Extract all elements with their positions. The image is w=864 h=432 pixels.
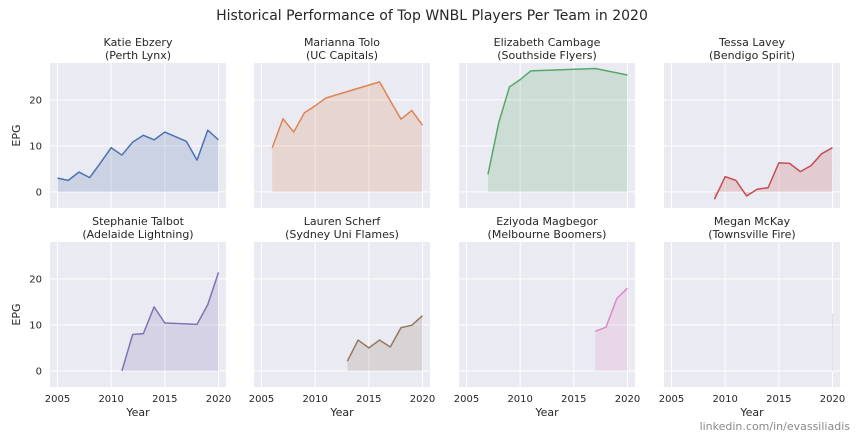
series-line	[346, 315, 423, 362]
y-tick-label: 10	[29, 141, 42, 152]
panel-title-name: Megan McKay	[714, 215, 791, 228]
panel-background	[254, 242, 430, 387]
series-area	[121, 272, 219, 371]
y-tick-label: 0	[36, 366, 42, 377]
x-tick-label: 2010	[507, 394, 532, 405]
x-tick-label: 2010	[712, 394, 737, 405]
panel-background	[664, 242, 840, 387]
x-axis-label: Year	[125, 406, 150, 419]
x-axis-label: Year	[534, 406, 559, 419]
panel-8: Megan McKay(Townsville Fire) 2005 2010 2015…	[659, 215, 845, 419]
panel-title-name: Stephanie Talbot	[92, 215, 184, 228]
x-tick-label: 2015	[152, 394, 177, 405]
panel-title-team: (Adelaide Lightning)	[82, 228, 193, 241]
x-tick-label: 2020	[615, 394, 640, 405]
panel-4: Tessa Lavey(Bendigo Spirit)	[664, 36, 840, 208]
panel-title-team: (Perth Lynx)	[105, 49, 171, 62]
x-tick-label: 2005	[454, 394, 479, 405]
y-tick-label: 20	[29, 95, 42, 106]
panel-7: Eziyoda Magbegor(Melbourne Boomers) 2005 2…	[454, 215, 640, 419]
panel-background	[459, 63, 635, 208]
panel-title-team: (Southside Flyers)	[497, 49, 597, 62]
series-area	[57, 130, 219, 192]
series-line	[713, 147, 833, 200]
panel-5: Stephanie Talbot(Adelaide Lightning) 0 10 2…	[10, 215, 231, 419]
chart-title: Historical Performance of Top WNBL Playe…	[216, 8, 648, 24]
x-tick-label: 2005	[659, 394, 684, 405]
panels-group: Katie Ebzery(Perth Lynx) 0 10 20 EPG Marianna…	[10, 36, 845, 419]
panel-title-team: (Melbourne Boomers)	[488, 228, 607, 241]
x-tick-label: 2010	[98, 394, 123, 405]
panel-1: Katie Ebzery(Perth Lynx) 0 10 20 EPG	[10, 36, 226, 208]
x-axis-label: Year	[329, 406, 354, 419]
panel-title-team: (Townsville Fire)	[708, 228, 795, 241]
panel-background	[50, 63, 226, 208]
x-tick-label: 2020	[410, 394, 435, 405]
series-line	[487, 67, 628, 175]
x-tick-label: 2020	[206, 394, 231, 405]
y-tick-label: 10	[29, 320, 42, 331]
panel-2: Marianna Tolo(UC Capitals)	[254, 36, 430, 208]
credit-text: linkedin.com/in/evassiliadis	[700, 420, 851, 432]
x-tick-label: 2020	[820, 394, 845, 405]
y-axis-label: EPG	[10, 124, 23, 146]
series-area	[595, 288, 628, 371]
series-area	[714, 147, 833, 200]
series-line	[271, 81, 424, 148]
x-axis-label: Year	[739, 406, 764, 419]
x-tick-label: 2015	[561, 394, 586, 405]
y-axis-label: EPG	[10, 303, 23, 325]
x-tick-label: 2015	[766, 394, 791, 405]
panel-title-name: Katie Ebzery	[104, 36, 173, 49]
panel-title-name: Eziyoda Magbegor	[496, 215, 598, 228]
y-tick-label: 0	[36, 187, 42, 198]
panel-title-name: Tessa Lavey	[718, 36, 785, 49]
x-tick-label: 2010	[302, 394, 327, 405]
panel-3: Elizabeth Cambage(Southside Flyers)	[459, 36, 635, 208]
series-area	[347, 315, 423, 371]
series-line	[121, 272, 220, 372]
panel-title-team: (UC Capitals)	[306, 49, 378, 62]
panel-title-name: Marianna Tolo	[304, 36, 380, 49]
panel-background	[50, 242, 226, 387]
series-line	[595, 287, 629, 333]
y-tick-label: 20	[29, 274, 42, 285]
panel-title-team: (Bendigo Spirit)	[709, 49, 795, 62]
x-tick-label: 2015	[356, 394, 381, 405]
x-tick-label: 2005	[249, 394, 274, 405]
series-line	[57, 129, 219, 182]
panel-background	[254, 63, 430, 208]
panel-background	[664, 63, 840, 208]
x-tick-label: 2005	[45, 394, 70, 405]
panel-6: Lauren Scherf(Sydney Uni Flames) 2005 2010…	[249, 215, 435, 419]
panel-title-name: Lauren Scherf	[304, 215, 382, 228]
panel-title-name: Elizabeth Cambage	[494, 36, 601, 49]
panel-title-team: (Sydney Uni Flames)	[285, 228, 399, 241]
series-area	[487, 68, 628, 192]
panel-background	[459, 242, 635, 387]
